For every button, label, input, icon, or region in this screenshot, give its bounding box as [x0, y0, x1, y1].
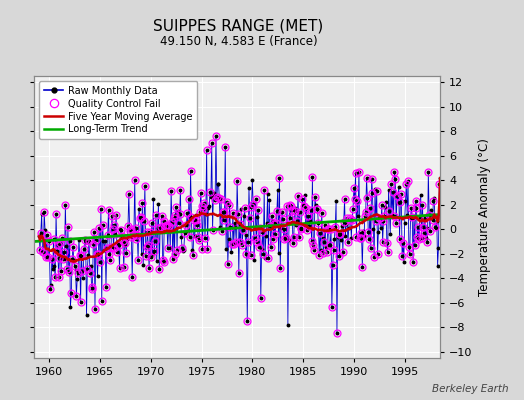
Text: Berkeley Earth: Berkeley Earth — [432, 384, 508, 394]
Text: 49.150 N, 4.583 E (France): 49.150 N, 4.583 E (France) — [160, 36, 317, 48]
Text: SUIPPES RANGE (MET): SUIPPES RANGE (MET) — [154, 18, 323, 34]
Y-axis label: Temperature Anomaly (°C): Temperature Anomaly (°C) — [478, 138, 491, 296]
Legend: Raw Monthly Data, Quality Control Fail, Five Year Moving Average, Long-Term Tren: Raw Monthly Data, Quality Control Fail, … — [39, 81, 198, 139]
